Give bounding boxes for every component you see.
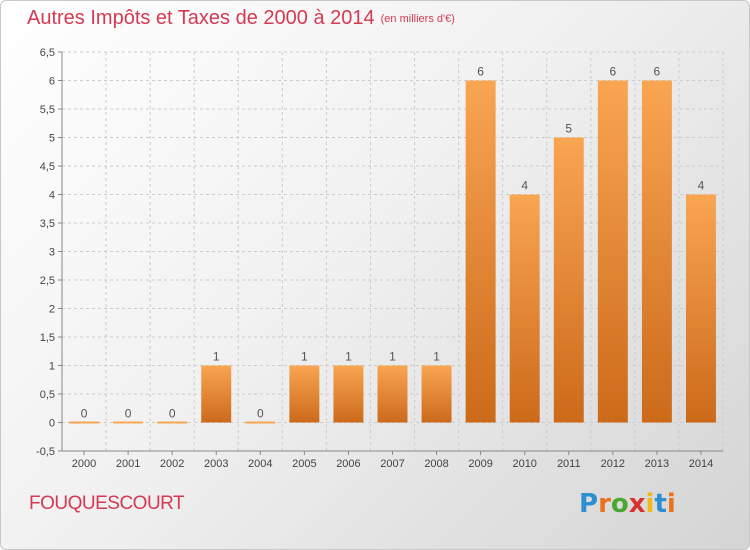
x-tick-label: 2012 bbox=[601, 458, 625, 470]
x-tick-label: 2006 bbox=[336, 458, 360, 470]
bar bbox=[157, 421, 188, 424]
bars bbox=[69, 80, 716, 424]
x-tick-label: 2004 bbox=[248, 458, 272, 470]
logo-letter: r bbox=[598, 489, 611, 519]
chart-subtitle: (en milliers d'€) bbox=[380, 13, 455, 25]
logo-letter: x bbox=[628, 489, 646, 519]
data-label: 1 bbox=[389, 350, 396, 364]
chart-title-text: Autres Impôts et Taxes de 2000 à 2014 bbox=[27, 7, 375, 29]
bar bbox=[553, 137, 584, 423]
bar bbox=[245, 421, 276, 424]
bar bbox=[69, 421, 100, 424]
x-tick-label: 2013 bbox=[645, 458, 669, 470]
y-tick-label: 3,5 bbox=[40, 218, 55, 230]
bar bbox=[465, 80, 496, 423]
y-tick-label: 0 bbox=[49, 418, 55, 430]
data-label: 1 bbox=[433, 350, 440, 364]
data-label: 4 bbox=[698, 179, 705, 193]
x-tick-label: 2014 bbox=[689, 458, 713, 470]
y-tick-label: 2 bbox=[49, 304, 55, 316]
y-tick-label: 6 bbox=[49, 76, 55, 88]
y-tick-label: 1 bbox=[49, 361, 55, 373]
bar bbox=[289, 365, 320, 423]
x-tick-label: 2003 bbox=[204, 458, 228, 470]
data-label: 4 bbox=[521, 179, 528, 193]
bar bbox=[113, 421, 144, 424]
y-tick-label: 4 bbox=[49, 190, 55, 202]
data-label: 6 bbox=[654, 65, 661, 79]
x-tick-label: 2011 bbox=[557, 458, 581, 470]
bar bbox=[641, 80, 672, 423]
logo-letter: i bbox=[645, 489, 655, 519]
y-tick-label: 3 bbox=[49, 247, 55, 259]
data-label: 0 bbox=[81, 407, 88, 421]
data-label: 1 bbox=[345, 350, 352, 364]
logo-letter: P bbox=[579, 489, 599, 519]
y-tick-label: 1,5 bbox=[40, 332, 55, 344]
bar bbox=[377, 365, 408, 423]
labels: -0,5 0 0,5 1 1,5 2 2,5 3 3,5 4 4,5 5 5,5 6 6,5 0 2000 0 20… bbox=[36, 47, 713, 470]
data-label: 0 bbox=[169, 407, 176, 421]
bar bbox=[685, 194, 716, 423]
x-tick-label: 2002 bbox=[160, 458, 184, 470]
data-label: 1 bbox=[301, 350, 308, 364]
x-tick-label: 2007 bbox=[380, 458, 404, 470]
y-tick-label: 0,5 bbox=[40, 389, 55, 401]
bar bbox=[509, 194, 540, 423]
axes bbox=[58, 51, 723, 455]
data-label: 0 bbox=[257, 407, 264, 421]
logo-letter: i bbox=[666, 489, 676, 519]
x-tick-label: 2005 bbox=[292, 458, 316, 470]
bar bbox=[421, 365, 452, 423]
y-tick-label: 2,5 bbox=[40, 275, 55, 287]
y-tick-label: 6,5 bbox=[40, 47, 55, 59]
data-label: 1 bbox=[213, 350, 220, 364]
data-label: 0 bbox=[125, 407, 132, 421]
commune-name: FOUQUESCOURT bbox=[29, 493, 185, 514]
x-tick-label: 2008 bbox=[424, 458, 448, 470]
x-tick-label: 2010 bbox=[512, 458, 536, 470]
chart-title: Autres Impôts et Taxes de 2000 à 2014 (en… bbox=[27, 7, 455, 30]
y-tick-label: 5,5 bbox=[40, 104, 55, 116]
x-tick-label: 2001 bbox=[116, 458, 140, 470]
x-tick-label: 2009 bbox=[468, 458, 492, 470]
data-label: 6 bbox=[609, 65, 616, 79]
data-label: 6 bbox=[477, 65, 484, 79]
logo-letter: t bbox=[654, 489, 667, 519]
proxiti-logo: Proxiti bbox=[579, 489, 676, 519]
y-tick-label: 5 bbox=[49, 133, 55, 145]
bar bbox=[201, 365, 232, 423]
y-tick-label: 4,5 bbox=[40, 161, 55, 173]
x-tick-label: 2000 bbox=[72, 458, 96, 470]
logo-letter: o bbox=[610, 489, 629, 519]
data-label: 5 bbox=[565, 122, 572, 136]
y-tick-label: -0,5 bbox=[36, 446, 55, 458]
bar bbox=[597, 80, 628, 423]
bar bbox=[333, 365, 364, 423]
